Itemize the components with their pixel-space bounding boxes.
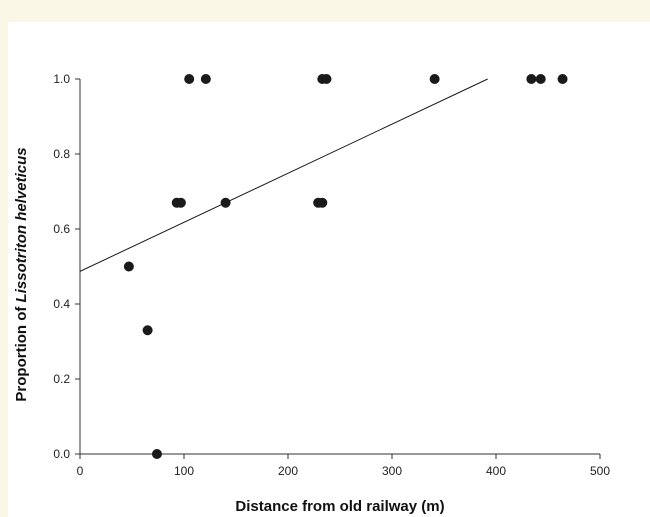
y-tick-label: 0.2 <box>53 372 70 386</box>
data-point <box>184 74 195 84</box>
data-points <box>123 74 568 459</box>
data-point <box>429 74 440 84</box>
chart-panel: 0 100 200 300 400 500 0.0 0.2 0.4 0.6 0.8 1.0 Dista… <box>8 22 650 517</box>
y-tick-label: 0.8 <box>53 147 70 161</box>
x-axis-title: Distance from old railway (m) <box>235 498 444 515</box>
data-point <box>220 197 231 208</box>
data-point <box>151 449 162 459</box>
trendline-group <box>79 78 488 272</box>
y-tick-label: 0.6 <box>53 222 70 236</box>
x-tick-label: 500 <box>590 464 610 478</box>
y-axis-title-prefix: Proportion of <box>13 302 30 401</box>
data-point <box>321 74 332 84</box>
x-tick-label: 0 <box>77 464 84 478</box>
y-tick-label: 0.0 <box>53 447 70 461</box>
regression-line <box>79 78 488 272</box>
x-tick-label: 400 <box>486 464 506 478</box>
x-tick-label: 300 <box>382 464 402 478</box>
data-point <box>142 325 153 336</box>
data-point <box>123 261 134 272</box>
axes: 0 100 200 300 400 500 0.0 0.2 0.4 0.6 0.8 1.0 <box>53 72 610 478</box>
y-axis-title-species: Lissotriton helveticus <box>13 147 30 302</box>
x-tick-label: 200 <box>278 464 298 478</box>
y-axis-title: Proportion of Lissotriton helveticus <box>13 147 30 401</box>
data-point <box>526 74 537 84</box>
scatter-chart: 0 100 200 300 400 500 0.0 0.2 0.4 0.6 0.8 1.0 Dista… <box>13 72 610 515</box>
data-point <box>200 74 211 84</box>
data-point <box>175 197 186 208</box>
y-tick-label: 1.0 <box>53 72 70 86</box>
data-point <box>317 197 328 208</box>
data-point <box>557 74 568 84</box>
y-tick-label: 0.4 <box>53 297 70 311</box>
x-tick-label: 100 <box>174 464 194 478</box>
data-point <box>535 74 546 84</box>
